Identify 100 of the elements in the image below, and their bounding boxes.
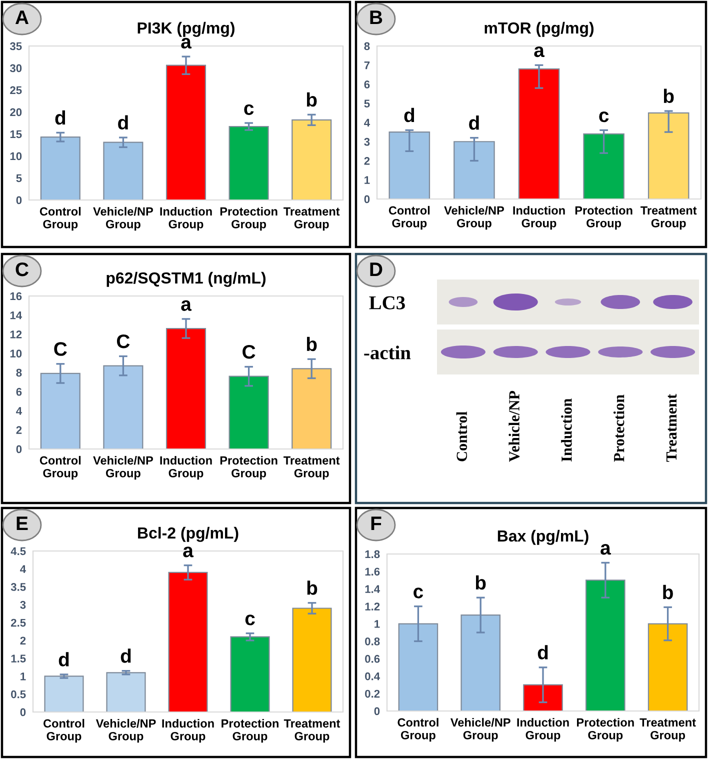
- y-tick-label: 1.4: [365, 585, 380, 593]
- x-tick-label: Vehicle/NP Group: [450, 718, 510, 742]
- bar: [454, 141, 495, 199]
- x-tick-label: Induction Group: [162, 718, 214, 743]
- annotation: d: [469, 116, 479, 130]
- y-tick-label: 14: [10, 312, 22, 320]
- y-tick-label: 0: [364, 195, 370, 204]
- annotation: C: [54, 342, 67, 356]
- bar: [44, 676, 84, 712]
- y-tick-label: 25: [10, 86, 22, 94]
- annotation: a: [183, 546, 194, 558]
- y-tick-label: 8: [364, 42, 370, 50]
- annotation: d: [120, 648, 131, 663]
- x-tick-label: Vehicle/NP Group: [93, 456, 153, 480]
- x-tick-label: Induction Group: [517, 718, 569, 742]
- y-tick-label: 1: [374, 620, 380, 628]
- bar: [586, 580, 626, 711]
- annotation: b: [664, 88, 674, 104]
- x-tick-label: Vehicle/NP Group: [444, 206, 504, 230]
- chart-title: Bax (pg/mL): [498, 530, 588, 545]
- x-tick-label: Control Group: [44, 718, 84, 743]
- annotation: b: [663, 584, 673, 600]
- x-tick-label: Protection Group: [220, 456, 278, 480]
- bar: [460, 614, 500, 711]
- x-tick-label: Treatment Group: [284, 719, 340, 743]
- y-tick-label: 10: [10, 350, 22, 358]
- y-tick-label: 2: [20, 636, 26, 644]
- annotation: b: [476, 575, 486, 590]
- y-tick-label: 4: [364, 118, 370, 127]
- x-tick-label: Protection Group: [577, 718, 634, 742]
- y-tick-label: 16: [10, 292, 22, 300]
- y-tick-label: 0: [20, 708, 26, 716]
- chart-title: p62/SQSTM1 (ng/mL): [106, 272, 266, 287]
- bar: [228, 126, 269, 200]
- bar: [648, 623, 688, 711]
- y-tick-label: 0.5: [11, 690, 26, 698]
- y-tick-label: 4: [20, 565, 26, 573]
- annotation: a: [600, 544, 611, 555]
- x-tick-label: Treatment Group: [640, 206, 697, 230]
- bar: [523, 684, 563, 711]
- category-label: Protection: [613, 394, 624, 462]
- bar: [388, 132, 430, 199]
- y-tick-label: 30: [10, 64, 22, 72]
- category-label: Vehicle/NP: [508, 390, 520, 462]
- y-tick-label: 1.6: [365, 568, 380, 576]
- y-tick-label: 2: [364, 157, 370, 165]
- bar: [106, 672, 146, 712]
- y-tick-label: 15: [10, 130, 22, 138]
- bar: [230, 636, 270, 712]
- annotation: d: [404, 108, 414, 122]
- y-tick-label: 7: [364, 62, 370, 70]
- y-tick-label: 0.4: [365, 672, 380, 680]
- annotation: c: [599, 111, 609, 122]
- annotation: c: [245, 614, 255, 626]
- annotation: c: [244, 104, 254, 115]
- y-tick-label: 0: [374, 707, 380, 716]
- bar: [228, 376, 269, 449]
- y-tick-label: 1.5: [11, 654, 26, 662]
- annotation: d: [538, 645, 548, 660]
- y-tick-label: 10: [10, 152, 22, 160]
- x-tick-label: Treatment Group: [640, 718, 696, 742]
- y-tick-label: 0.2: [365, 690, 380, 698]
- text: E: [16, 516, 28, 530]
- text: C: [16, 262, 28, 276]
- x-tick-label: Control Group: [40, 206, 81, 231]
- x-tick-label: Control Group: [398, 718, 438, 742]
- category-label: Induction: [561, 398, 572, 462]
- x-tick-label: Vehicle/NP Group: [96, 718, 156, 743]
- annotation: b: [307, 580, 318, 595]
- chart-title: Bcl-2 (pg/mL): [138, 526, 238, 542]
- y-tick-label: 4: [16, 407, 22, 415]
- y-tick-label: 4.5: [10, 547, 26, 556]
- x-tick-label: Control Group: [40, 456, 81, 480]
- x-tick-label: Vehicle/NP Group: [93, 206, 153, 231]
- bar: [166, 64, 206, 200]
- bar: [40, 136, 80, 200]
- chart-title: mTOR (pg/mg): [484, 22, 594, 37]
- text: B: [370, 10, 382, 24]
- annotation: c: [414, 588, 424, 598]
- x-tick-label: Induction Group: [160, 456, 212, 480]
- annotation: d: [55, 110, 66, 125]
- annotation: a: [181, 38, 192, 49]
- x-tick-label: Treatment Group: [284, 207, 340, 231]
- x-tick-label: Protection Group: [222, 718, 278, 743]
- bar: [166, 328, 206, 449]
- y-tick-label: 1: [364, 176, 370, 184]
- text: D: [370, 262, 382, 276]
- y-tick-label: 12: [10, 330, 22, 338]
- y-tick-label: 1: [20, 672, 26, 680]
- x-tick-label: Protection Group: [575, 206, 632, 230]
- y-tick-label: 2.5: [10, 618, 26, 627]
- y-tick-label: 5: [16, 174, 22, 182]
- y-tick-label: 6: [16, 388, 22, 396]
- bar: [292, 608, 332, 712]
- category-label: Control: [456, 412, 468, 462]
- annotation: a: [181, 300, 192, 311]
- x-tick-label: Induction Group: [513, 206, 565, 230]
- annotation: d: [118, 115, 128, 130]
- y-tick-label: 5: [364, 100, 370, 108]
- text: A: [15, 10, 29, 24]
